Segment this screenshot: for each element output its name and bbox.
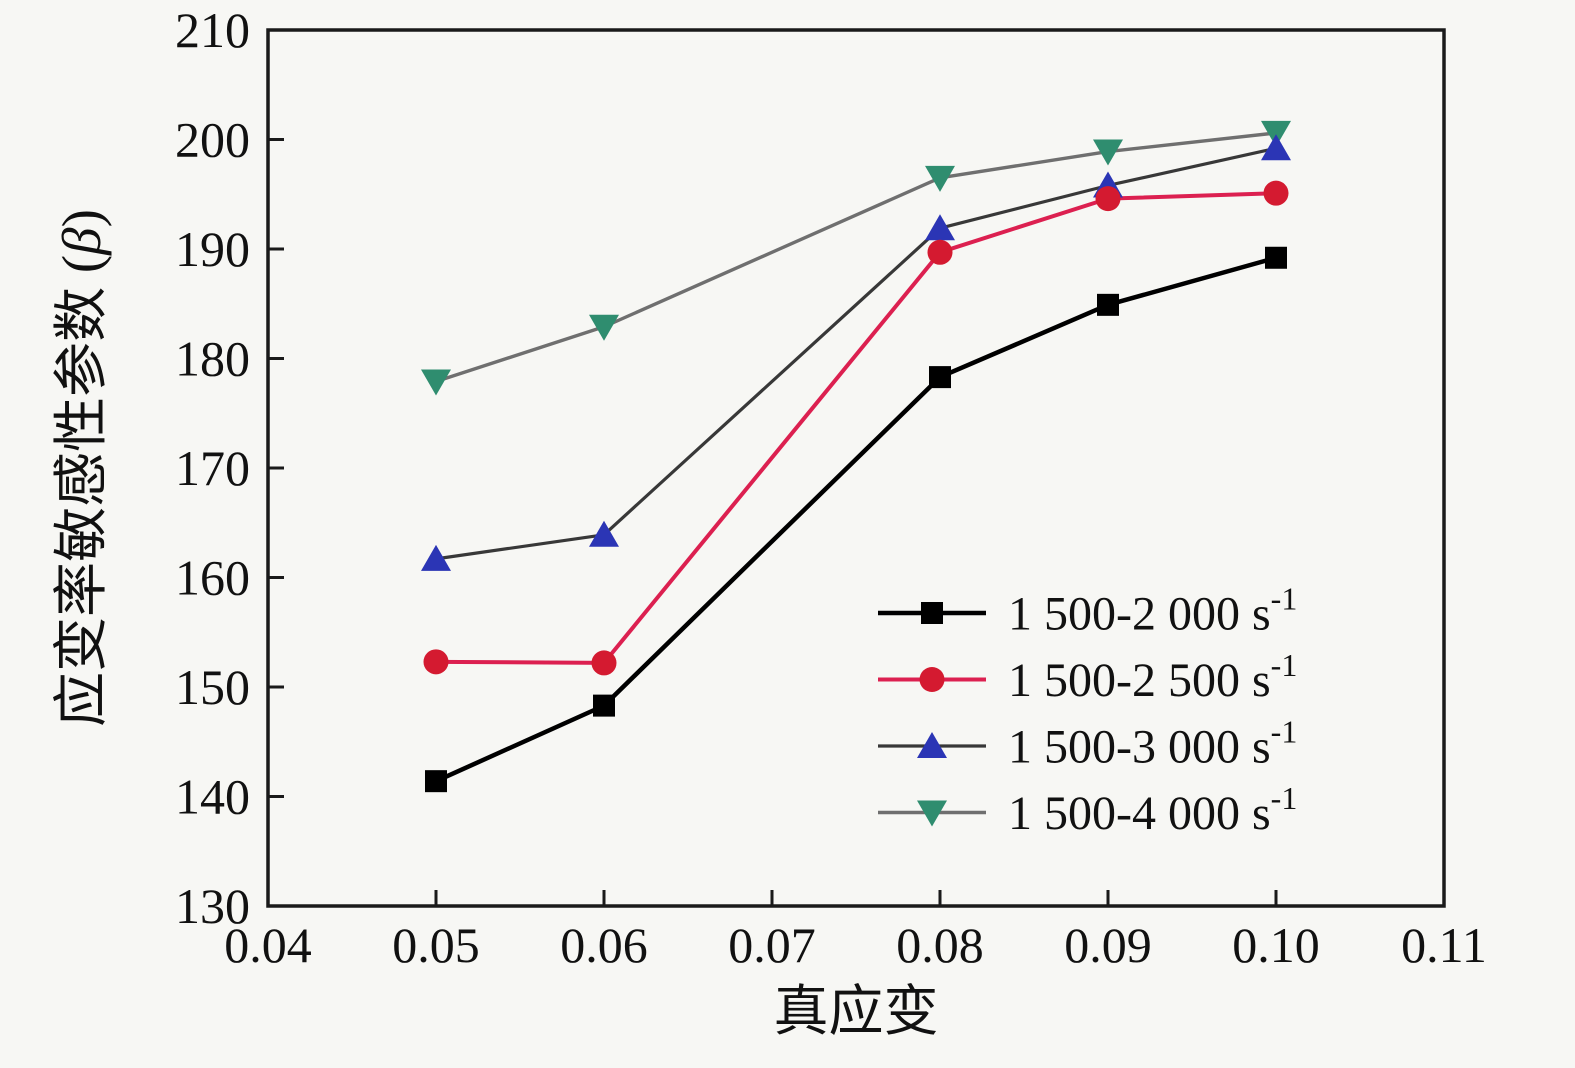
x-axis-tick-label: 0.09 <box>1064 917 1152 973</box>
x-axis-tick-label: 0.10 <box>1232 917 1320 973</box>
legend-item: 1 500-3 000 s-1 <box>878 713 1297 773</box>
legend: 1 500-2 000 s-1 1 500-2 500 s-11 500-3 00… <box>878 580 1297 840</box>
data-point-series1 <box>1265 246 1287 269</box>
data-point-series2 <box>1263 180 1289 206</box>
x-axis-tick-label: 0.04 <box>224 917 312 973</box>
data-point-series2 <box>927 239 953 265</box>
data-point-series3 <box>421 544 451 571</box>
x-axis-tick-label: 0.06 <box>560 917 648 973</box>
data-point-series1 <box>1097 293 1119 316</box>
data-point-series1 <box>593 694 615 717</box>
y-axis-tick-label: 190 <box>175 221 250 277</box>
y-axis-tick-label: 170 <box>175 440 250 496</box>
data-point-series2 <box>423 649 449 675</box>
data-point-series2 <box>1095 186 1121 212</box>
x-axis-title: 真应变 <box>773 981 938 1042</box>
y-axis-tick-label: 200 <box>175 112 250 168</box>
x-axis-tick-label: 0.07 <box>728 917 816 973</box>
y-axis-tick-label: 130 <box>175 878 250 934</box>
y-axis-tick-label: 160 <box>175 550 250 606</box>
y-axis-tick-label: 180 <box>175 331 250 387</box>
legend-marker-triangle-up <box>917 732 947 758</box>
data-point-series4 <box>1093 139 1123 166</box>
data-point-series4 <box>421 369 451 396</box>
legend-item: 1 500-2 000 s-1 <box>878 580 1297 640</box>
x-axis-tick-label: 0.08 <box>896 917 984 973</box>
y-axis-tick-label: 140 <box>175 769 250 825</box>
data-point-series4 <box>1261 120 1291 147</box>
data-point-series2 <box>591 650 617 676</box>
data-point-series3 <box>1261 134 1291 161</box>
legend-label: 1 500-2 000 s-1 <box>1008 580 1297 640</box>
data-point-series1 <box>425 770 447 793</box>
x-axis-tick-label: 0.11 <box>1401 917 1487 973</box>
series-line-3 <box>435 131 1277 384</box>
data-point-series4 <box>589 314 619 341</box>
legend-label: 1 500-2 500 s-1 <box>1008 647 1297 707</box>
legend-label: 1 500-4 000 s-1 <box>1008 780 1297 840</box>
y-axis-tick-label: 210 <box>175 2 250 58</box>
data-point-series3 <box>589 520 619 547</box>
legend-marker-square <box>921 602 943 624</box>
y-axis-tick-label: 150 <box>175 659 250 715</box>
legend-item: 1 500-4 000 s-1 <box>878 780 1297 840</box>
data-point-series4 <box>925 165 955 192</box>
data-point-series1 <box>929 366 951 389</box>
legend-marker-triangle-down <box>917 800 947 827</box>
x-axis-tick-label: 0.05 <box>392 917 480 973</box>
data-point-series3 <box>925 214 955 241</box>
legend-marker-circle <box>919 667 945 692</box>
legend-label: 1 500-3 000 s-1 <box>1008 713 1297 773</box>
y-axis-title: 应变率敏感性参数 (β) <box>51 209 112 727</box>
legend-item: 1 500-2 500 s-1 <box>878 647 1297 707</box>
